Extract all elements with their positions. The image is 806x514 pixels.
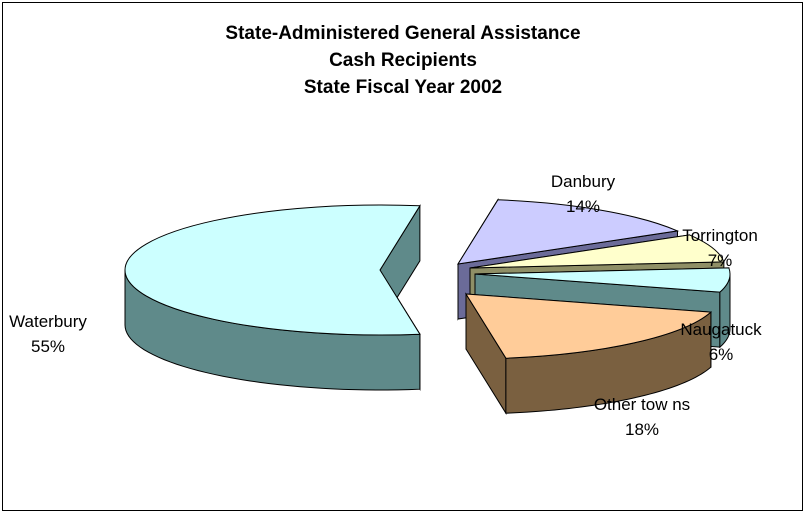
chart-title: State-Administered General Assistance Ca…: [0, 20, 806, 101]
slice-label-percent: 14%: [566, 197, 600, 216]
chart-title-line-2: Cash Recipients: [329, 50, 477, 71]
slice-label-percent: 18%: [625, 420, 659, 439]
slice-label-name: Naugatuck: [680, 320, 762, 339]
chart-title-line-3: State Fiscal Year 2002: [303, 77, 503, 98]
pie-slice-other-tow-ns: [465, 292, 713, 415]
slice-label-percent: 55%: [31, 337, 65, 356]
pie-slice-waterbury: [124, 204, 421, 391]
slice-label-name: Waterbury: [9, 312, 87, 331]
slice-label-percent: 7%: [708, 251, 733, 270]
slice-label-name: Other tow ns: [594, 395, 690, 414]
slice-label-name: Torrington: [682, 226, 758, 245]
slice-label-name: Danbury: [551, 172, 616, 191]
chart-title-line-1: State-Administered General Assistance: [225, 23, 581, 44]
slice-label-percent: 6%: [709, 345, 734, 364]
